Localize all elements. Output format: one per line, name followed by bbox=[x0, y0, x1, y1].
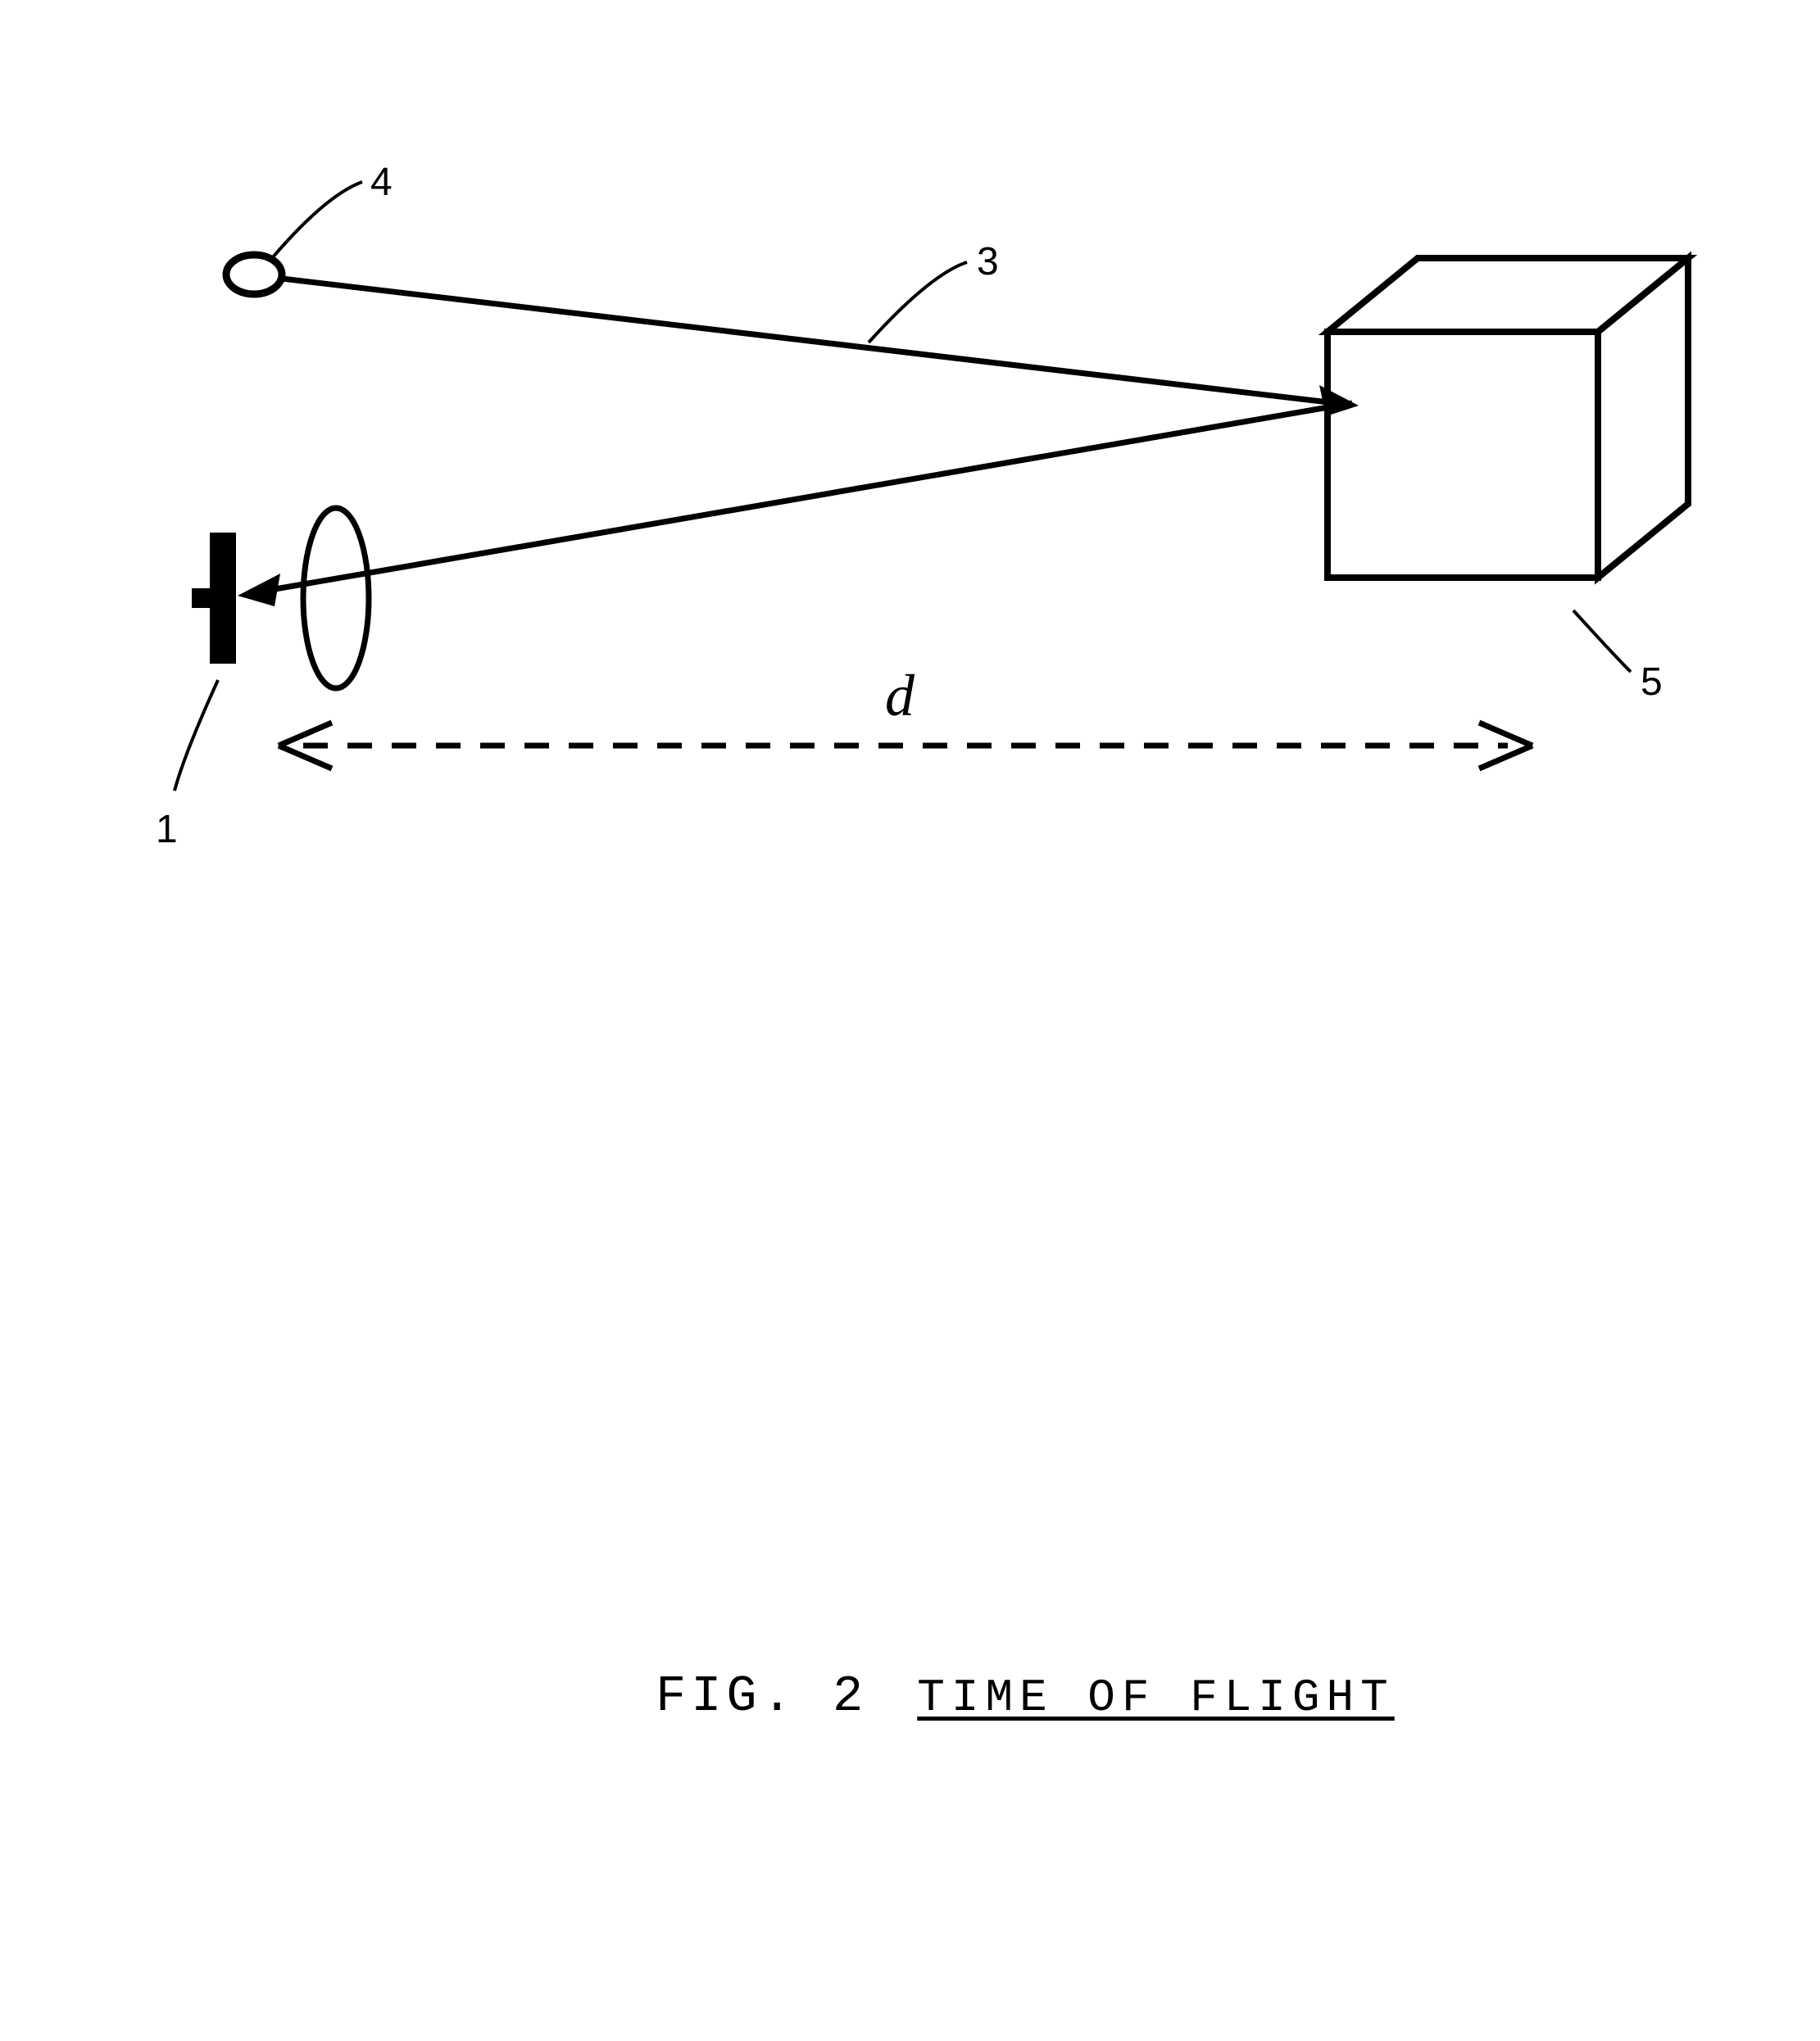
leader-beam bbox=[869, 262, 967, 342]
label-distance: d bbox=[885, 662, 915, 730]
beam-return bbox=[238, 403, 1352, 606]
diagram-svg bbox=[0, 0, 1820, 2037]
sensor-detector bbox=[192, 533, 236, 664]
figure-number: FIG. 2 bbox=[656, 1667, 868, 1726]
label-source: 4 bbox=[370, 160, 393, 205]
figure-title: TIME OF FLIGHT bbox=[917, 1671, 1394, 1724]
label-object: 5 bbox=[1641, 660, 1663, 705]
object-cube bbox=[1328, 258, 1688, 578]
figure-caption: FIG. 2 TIME OF FLIGHT bbox=[656, 1667, 1395, 1726]
leader-source bbox=[272, 182, 362, 258]
diagram-container: 4 3 1 5 d FIG. 2 TIME OF FLIGHT bbox=[0, 0, 1820, 2037]
label-beam: 3 bbox=[977, 239, 999, 284]
beam-outgoing bbox=[282, 279, 1359, 416]
leader-object bbox=[1573, 610, 1631, 672]
label-sensor: 1 bbox=[156, 807, 178, 852]
leader-sensor bbox=[175, 680, 218, 791]
lens bbox=[303, 508, 369, 688]
light-source bbox=[226, 255, 282, 294]
